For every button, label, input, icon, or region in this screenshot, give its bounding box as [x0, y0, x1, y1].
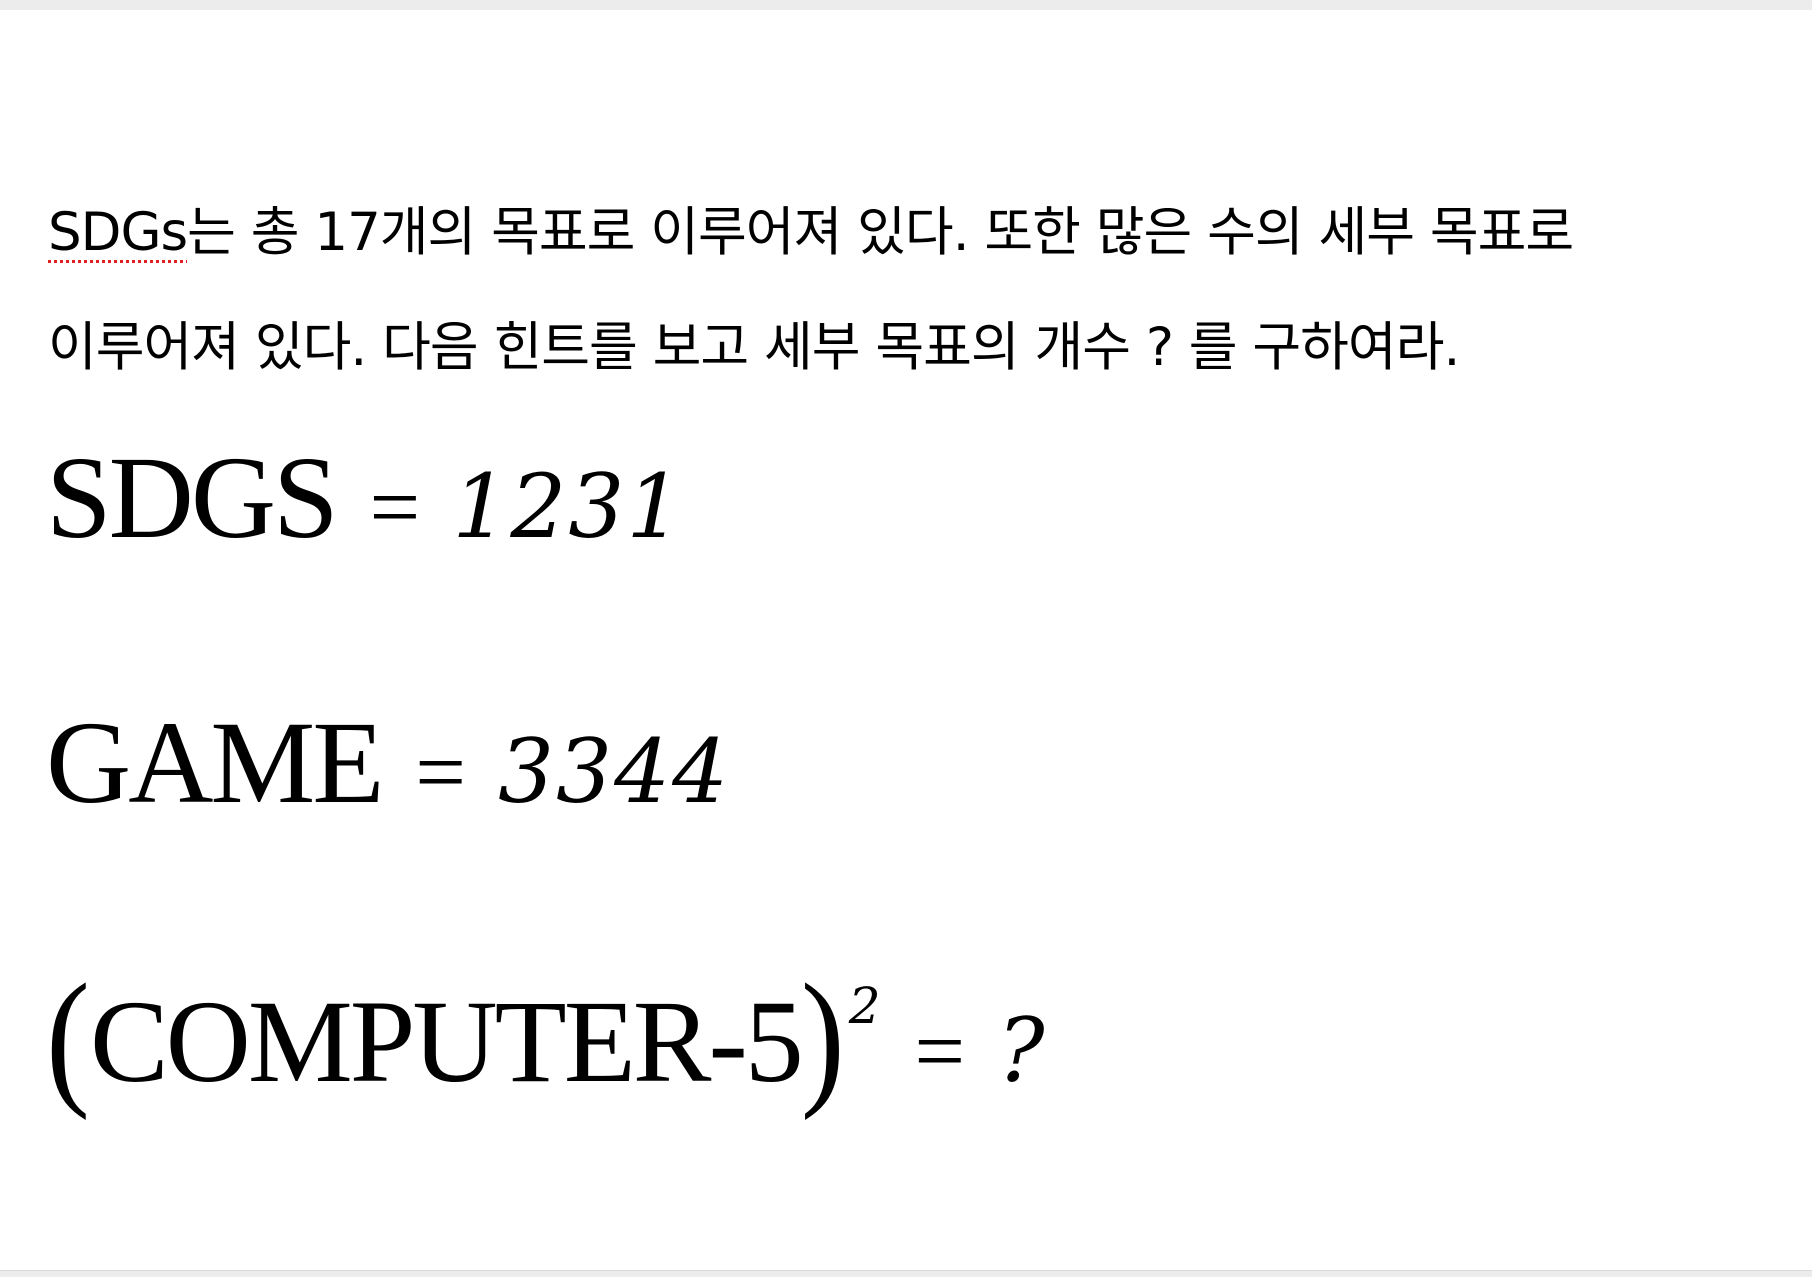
equation-rhs: 1231	[452, 455, 685, 558]
problem-line-1: SDGs는 총 17개의 목표로 이루어져 있다. 또한 많은 수의 세부 목표…	[48, 190, 1574, 266]
equation-computer: (COMPUTER-5)2 =?	[46, 952, 1047, 1121]
equation-lhs: SDGS	[46, 432, 339, 563]
misspelled-word: SDGs	[48, 202, 188, 263]
close-parenthesis: )	[800, 951, 845, 1122]
document-page: SDGs는 총 17개의 목표로 이루어져 있다. 또한 많은 수의 세부 목표…	[0, 10, 1812, 1270]
equals-sign: =	[409, 723, 471, 822]
problem-line-2: 이루어져 있다. 다음 힌트를 보고 세부 목표의 개수 ? 를 구하여라.	[48, 317, 1460, 378]
equation-rhs-unknown: ?	[997, 999, 1047, 1102]
equation-lhs: COMPUTER-5	[89, 976, 804, 1107]
bottom-window-edge	[0, 1270, 1812, 1277]
equals-sign: =	[363, 458, 425, 557]
equation-lhs: GAME	[46, 697, 384, 828]
equation-game: GAME = 3344	[46, 695, 730, 831]
problem-line-1-text: 는 총 17개의 목표로 이루어져 있다. 또한 많은 수의 세부 목표로	[187, 202, 1574, 263]
open-parenthesis: (	[46, 951, 90, 1122]
equals-sign: =	[908, 1002, 970, 1101]
equation-sdgs: SDGS = 1231	[46, 430, 684, 566]
exponent: 2	[848, 977, 881, 1035]
equation-rhs: 3344	[498, 720, 731, 823]
